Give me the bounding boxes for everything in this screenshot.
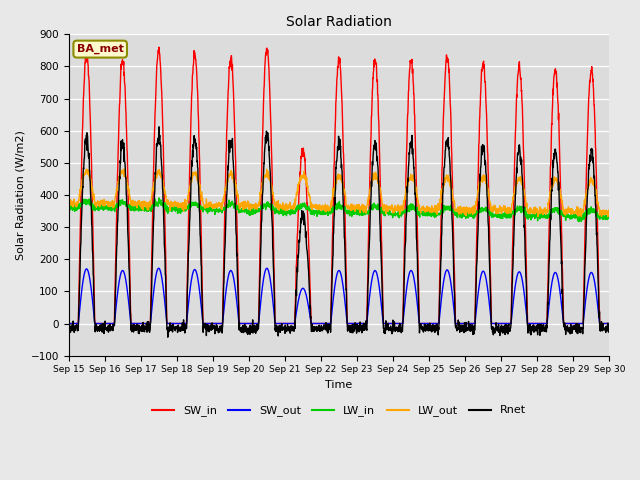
LW_in	[573, 214, 580, 220]
SW_out	[558, 303, 566, 309]
Rnet	[558, 271, 566, 276]
SW_in	[573, 321, 580, 326]
LW_in	[367, 203, 374, 209]
Rnet	[216, 326, 224, 332]
SW_in	[156, 44, 163, 50]
Title: Solar Radiation: Solar Radiation	[286, 15, 392, 29]
LW_in	[216, 208, 223, 214]
LW_out	[605, 209, 613, 215]
Text: BA_met: BA_met	[77, 44, 124, 54]
Line: Rnet: Rnet	[68, 127, 609, 337]
X-axis label: Time: Time	[325, 380, 353, 390]
LW_out	[65, 200, 72, 206]
SW_out	[355, 321, 362, 326]
LW_out	[604, 214, 612, 219]
LW_in	[156, 195, 163, 201]
SW_in	[216, 321, 223, 326]
SW_out	[605, 321, 613, 326]
SW_out	[216, 321, 223, 326]
LW_out	[120, 166, 128, 172]
Rnet	[65, 327, 72, 333]
Rnet	[156, 124, 163, 130]
Rnet	[605, 326, 613, 332]
LW_in	[65, 207, 72, 213]
SW_out	[573, 321, 580, 326]
SW_out	[65, 321, 72, 326]
SW_in	[496, 321, 504, 326]
LW_out	[496, 208, 504, 214]
Line: SW_out: SW_out	[68, 268, 609, 324]
Rnet	[355, 324, 363, 330]
Line: LW_out: LW_out	[68, 169, 609, 216]
SW_out	[155, 265, 163, 271]
Rnet	[573, 330, 580, 336]
Rnet	[367, 206, 374, 212]
LW_out	[216, 200, 223, 206]
LW_in	[496, 214, 504, 219]
LW_out	[367, 186, 374, 192]
SW_out	[496, 321, 504, 326]
LW_out	[355, 206, 362, 212]
Line: LW_in: LW_in	[68, 198, 609, 222]
SW_in	[605, 321, 613, 326]
Line: SW_in: SW_in	[68, 47, 609, 324]
SW_in	[355, 321, 362, 326]
LW_in	[575, 219, 583, 225]
Rnet	[164, 334, 172, 340]
LW_in	[605, 215, 613, 220]
LW_in	[558, 208, 566, 214]
Rnet	[497, 326, 504, 332]
SW_in	[367, 154, 374, 159]
LW_out	[558, 198, 566, 204]
SW_out	[367, 287, 374, 293]
LW_in	[355, 208, 362, 214]
LW_out	[573, 211, 580, 216]
Legend: SW_in, SW_out, LW_in, LW_out, Rnet: SW_in, SW_out, LW_in, LW_out, Rnet	[147, 401, 531, 421]
SW_in	[558, 230, 566, 236]
SW_in	[65, 321, 72, 326]
Y-axis label: Solar Radiation (W/m2): Solar Radiation (W/m2)	[15, 130, 25, 260]
